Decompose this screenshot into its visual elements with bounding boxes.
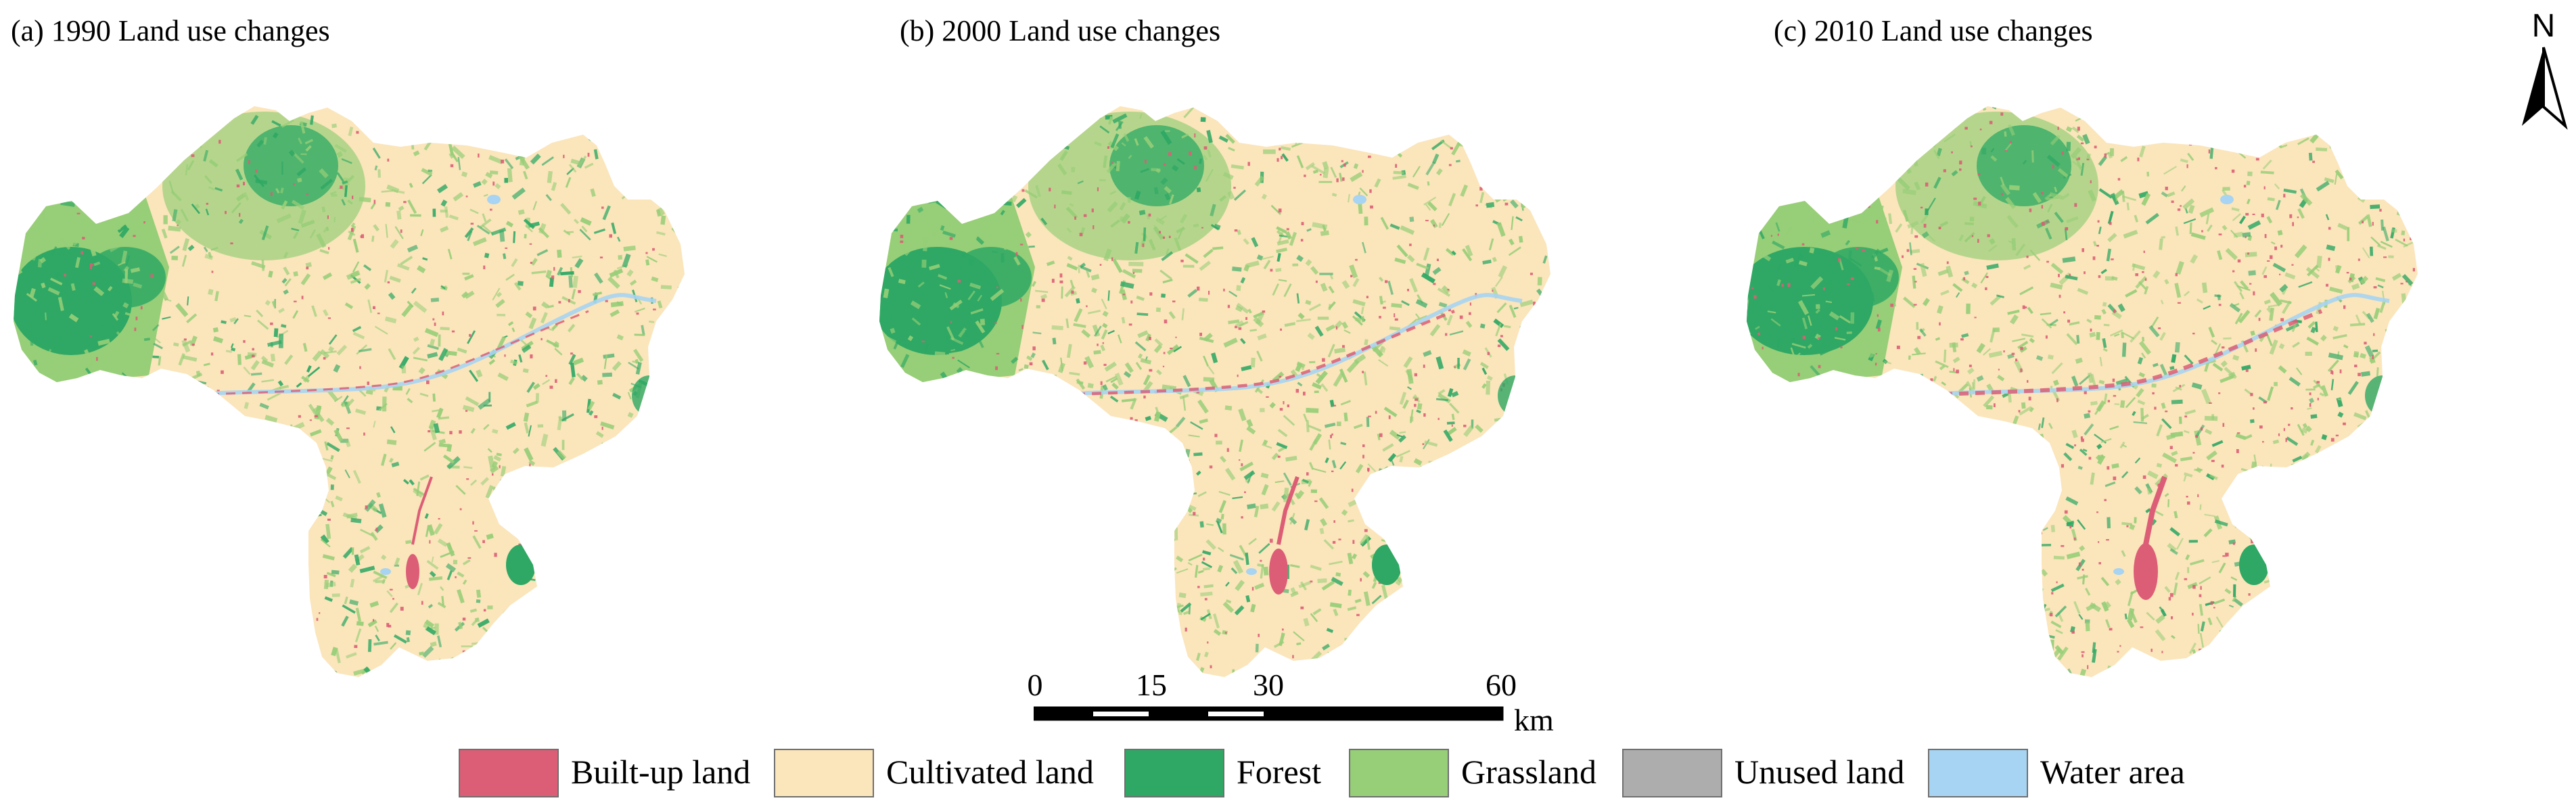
legend-swatch-water bbox=[1928, 749, 2028, 797]
legend-swatch-unused bbox=[1622, 749, 1722, 797]
legend-swatch-built-up bbox=[459, 749, 559, 797]
legend-label-water: Water area bbox=[2040, 753, 2185, 791]
scale-tick-0: 0 bbox=[1027, 668, 1043, 702]
panel-title-2000: (b) 2000 Land use changes bbox=[900, 14, 1221, 47]
north-label: N bbox=[2532, 8, 2556, 44]
scale-unit: km bbox=[1514, 703, 1554, 737]
legend-swatch-grassland bbox=[1349, 749, 1449, 797]
legend-swatch-cultivated bbox=[774, 749, 874, 797]
map-2010 bbox=[1740, 98, 2565, 687]
map-2000 bbox=[873, 98, 1698, 687]
legend-label-unused: Unused land bbox=[1734, 753, 1905, 791]
legend-swatch-forest bbox=[1124, 749, 1224, 797]
legend-label-built-up: Built-up land bbox=[571, 753, 751, 791]
panel-title-1990: (a) 1990 Land use changes bbox=[11, 14, 330, 47]
north-arrow: N bbox=[2515, 5, 2572, 137]
scale-tick-30: 30 bbox=[1253, 668, 1284, 702]
legend-label-grassland: Grassland bbox=[1461, 753, 1596, 791]
scale-tick-60: 60 bbox=[1486, 668, 1517, 702]
land-use-map-2010 bbox=[1747, 106, 2418, 677]
land-use-map-1990 bbox=[14, 106, 685, 677]
map-1990 bbox=[7, 98, 832, 687]
legend-label-cultivated: Cultivated land bbox=[886, 753, 1094, 791]
legend-label-forest: Forest bbox=[1237, 753, 1321, 791]
land-use-map-2000 bbox=[879, 106, 1550, 677]
scale-tick-15: 15 bbox=[1136, 668, 1167, 702]
legend: Built-up land Cultivated land Forest Gra… bbox=[0, 741, 2576, 802]
north-arrow-icon bbox=[2522, 47, 2568, 130]
scale-bar-graphic bbox=[1034, 706, 1504, 721]
panel-title-2010: (c) 2010 Land use changes bbox=[1774, 14, 2093, 47]
